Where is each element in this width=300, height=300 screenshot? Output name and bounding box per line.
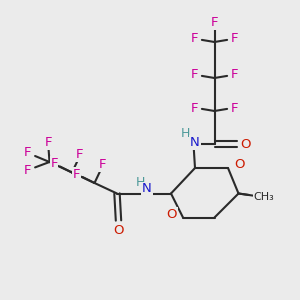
Text: F: F <box>230 68 238 82</box>
Text: F: F <box>191 32 199 46</box>
Text: O: O <box>241 137 251 151</box>
Text: O: O <box>113 224 124 238</box>
Text: F: F <box>191 68 199 82</box>
Text: F: F <box>23 164 31 178</box>
Text: F: F <box>73 167 80 181</box>
Text: F: F <box>50 157 58 170</box>
Text: H: H <box>180 127 190 140</box>
Text: F: F <box>191 101 199 115</box>
Text: H: H <box>135 176 145 189</box>
Text: F: F <box>23 146 31 160</box>
Text: F: F <box>230 32 238 46</box>
Text: N: N <box>142 182 152 196</box>
Text: CH₃: CH₃ <box>254 191 274 202</box>
Text: F: F <box>76 148 83 161</box>
Text: F: F <box>230 101 238 115</box>
Text: O: O <box>166 208 177 221</box>
Text: F: F <box>44 136 52 149</box>
Text: O: O <box>234 158 245 172</box>
Text: F: F <box>98 158 106 172</box>
Text: N: N <box>190 136 200 149</box>
Text: F: F <box>211 16 218 29</box>
